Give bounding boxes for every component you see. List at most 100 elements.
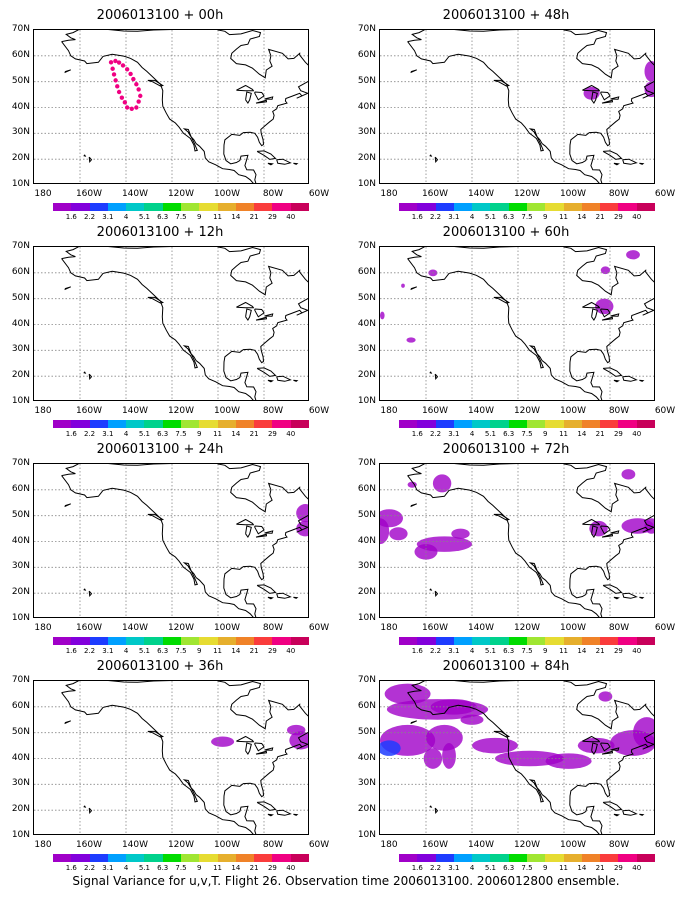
colorbar-swatch (581, 854, 601, 862)
coastline (147, 79, 165, 87)
longitude-label: 80W (262, 406, 284, 416)
colorbar-label: 21 (249, 430, 259, 438)
colorbar-swatch (126, 420, 145, 428)
colorbar-swatch (180, 203, 200, 211)
colorbar-label: 29 (613, 430, 623, 438)
colorbar-swatch (417, 420, 436, 428)
colorbar-swatch (545, 637, 564, 645)
longitude-label: 160W (75, 840, 103, 850)
coastline (622, 592, 638, 599)
coastline (582, 518, 601, 526)
coastline (407, 464, 426, 477)
coastline (293, 379, 299, 382)
colorbar-swatch (144, 420, 163, 428)
colorbar-swatch (254, 420, 273, 428)
coastline (61, 30, 308, 183)
longitude-label: 160W (421, 623, 449, 633)
colorbar-swatch (89, 420, 108, 428)
colorbar-label: 2.2 (429, 647, 442, 655)
colorbar-label: 5.1 (484, 647, 496, 655)
longitude-label: 140W (467, 189, 495, 199)
variance-region (287, 724, 306, 736)
colorbar-swatch (472, 203, 491, 211)
longitude-label: 80W (262, 189, 284, 199)
colorbar-label: 2.2 (429, 864, 442, 872)
variance-region (432, 474, 452, 493)
colorbar-label: 11 (213, 213, 223, 221)
map-panel: 2006013100 + 48h 70N 60N 50N 40N 30N 20N 10N 180… (346, 8, 675, 221)
colorbar-label: 3.1 (448, 213, 460, 221)
coastline (255, 750, 268, 755)
coastline (407, 681, 654, 834)
colorbar-swatch (162, 203, 181, 211)
colorbar-label: 5.1 (138, 430, 150, 438)
colorbar-swatch (53, 420, 72, 428)
colorbar-label: 40 (286, 864, 296, 872)
latitude-label: 70N (11, 458, 30, 468)
colorbar-swatch (472, 854, 491, 862)
map-panel: 2006013100 + 00h 70N 60N 50N 40N 30N 20N 10N 180… (0, 8, 329, 221)
colorbar-label: 4 (469, 647, 475, 655)
observation-point (113, 78, 118, 83)
longitude-label: 80W (608, 406, 630, 416)
coastline (407, 247, 426, 260)
colorbar-swatch (107, 637, 127, 645)
colorbar-swatch (290, 203, 309, 211)
latitude-label: 60N (357, 49, 376, 60)
colorbar-label: 3.1 (448, 430, 460, 438)
longitude-label: 120W (167, 840, 195, 850)
observation-point (136, 87, 141, 92)
colorbar-label: 14 (231, 213, 241, 221)
coastline (267, 162, 274, 166)
panel-title: 2006013100 + 00h (96, 8, 224, 23)
colorbar-swatch (618, 420, 637, 428)
colorbar-label: 40 (286, 647, 296, 655)
coastline (454, 247, 519, 249)
coastline (276, 592, 292, 599)
latitude-label: 20N (357, 370, 376, 381)
colorbar-swatch (89, 203, 108, 211)
colorbar-swatch (53, 854, 72, 862)
colorbar-label: 7.5 (175, 213, 187, 221)
colorbar-swatch (180, 420, 200, 428)
colorbar-swatch (107, 854, 127, 862)
colorbar-swatch (71, 637, 90, 645)
latitude-label: 60N (11, 49, 30, 60)
colorbar-label: 29 (267, 430, 277, 438)
latitude-label: 10N (11, 830, 30, 840)
longitude-label: 180 (34, 623, 52, 633)
colorbar (399, 420, 655, 428)
colorbar-swatch (636, 203, 655, 211)
latitude-label: 10N (11, 613, 30, 623)
colorbar-swatch (563, 420, 582, 428)
variance-region (407, 481, 417, 488)
colorbar-label: 1.6 (411, 647, 423, 655)
longitude-label: 120W (167, 406, 195, 416)
colorbar-label: 1.6 (411, 864, 423, 872)
colorbar-swatch (272, 637, 291, 645)
variance-region (380, 740, 401, 756)
colorbar-label: 6.3 (503, 647, 515, 655)
longitude-label: 120W (167, 189, 195, 199)
latitude-label: 50N (11, 75, 30, 86)
coastline (276, 809, 292, 816)
coastline (276, 375, 292, 382)
colorbar-swatch (107, 420, 127, 428)
coastline (591, 742, 598, 756)
variance-region (472, 737, 518, 754)
observation-point (124, 67, 130, 72)
colorbar-label: 29 (267, 647, 277, 655)
colorbar-swatch (636, 854, 655, 862)
colorbar-swatch (53, 637, 72, 645)
colorbar (53, 637, 309, 645)
colorbar (53, 203, 309, 211)
coastline (88, 590, 93, 598)
coastline (639, 162, 645, 165)
latitude-label: 70N (357, 458, 376, 468)
colorbar (53, 854, 309, 862)
colorbar-swatch (526, 420, 546, 428)
observation-point (111, 72, 117, 77)
latitude-label: 20N (11, 370, 30, 381)
coastline (639, 379, 645, 382)
coastline (600, 525, 611, 535)
